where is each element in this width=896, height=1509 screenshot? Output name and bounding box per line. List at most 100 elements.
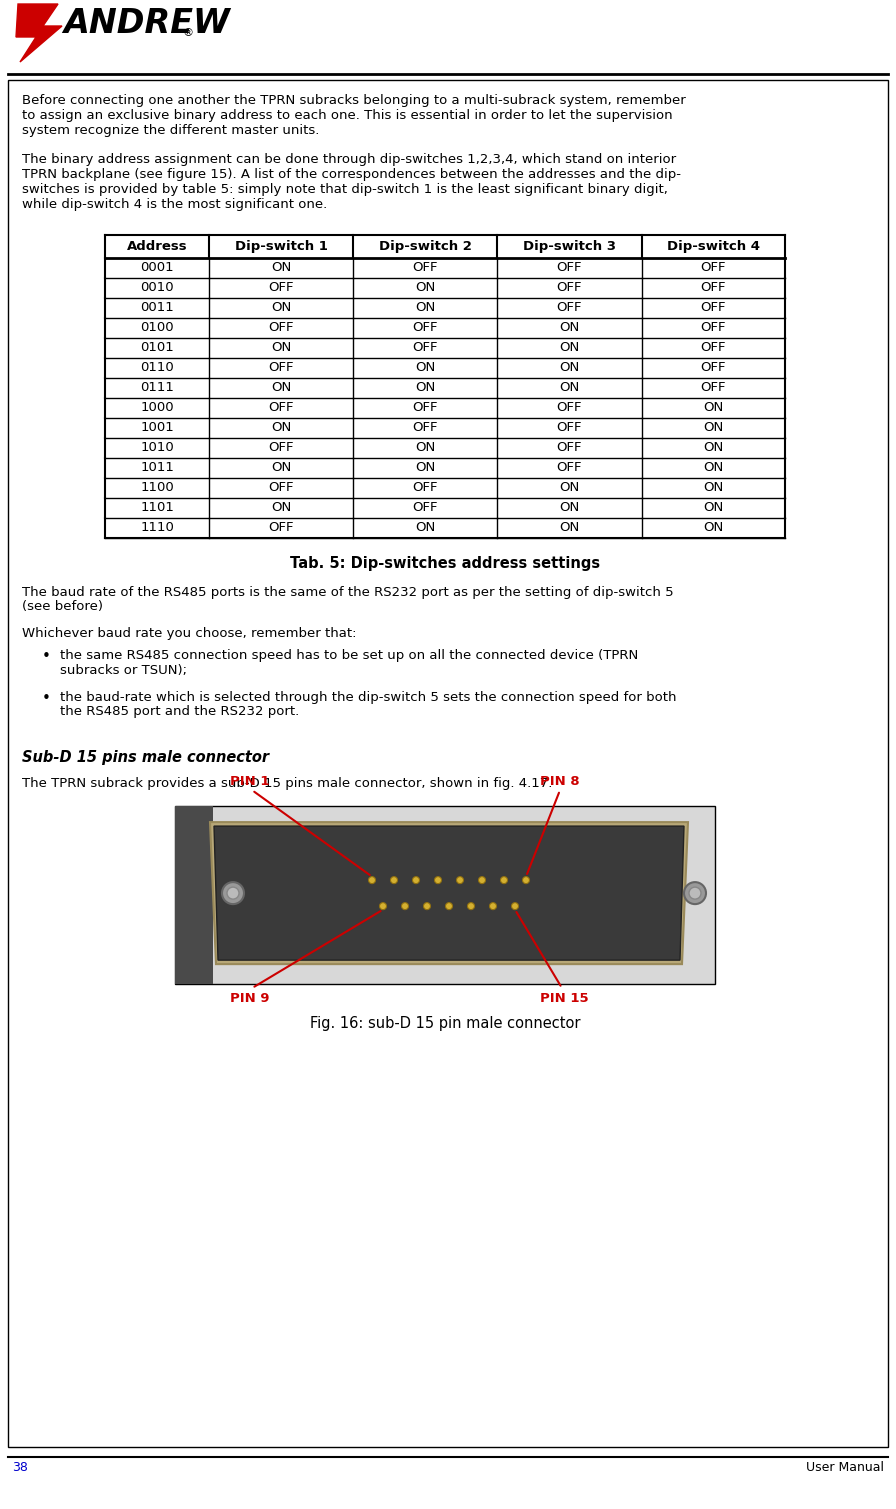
Circle shape bbox=[391, 877, 398, 884]
Text: 0001: 0001 bbox=[140, 261, 174, 275]
Text: ON: ON bbox=[703, 401, 723, 413]
Text: OFF: OFF bbox=[556, 281, 582, 294]
Text: 38: 38 bbox=[12, 1461, 28, 1474]
Circle shape bbox=[489, 902, 496, 910]
Text: Dip-switch 3: Dip-switch 3 bbox=[523, 240, 616, 252]
Circle shape bbox=[435, 877, 442, 884]
Polygon shape bbox=[210, 822, 688, 964]
Circle shape bbox=[368, 877, 375, 884]
Text: OFF: OFF bbox=[269, 281, 294, 294]
Text: 1000: 1000 bbox=[140, 401, 174, 413]
Text: ON: ON bbox=[415, 462, 435, 474]
Circle shape bbox=[468, 902, 475, 910]
Text: OFF: OFF bbox=[701, 281, 726, 294]
Text: ON: ON bbox=[703, 462, 723, 474]
Text: ON: ON bbox=[703, 521, 723, 534]
Circle shape bbox=[445, 902, 452, 910]
Text: ON: ON bbox=[415, 361, 435, 374]
Text: OFF: OFF bbox=[556, 441, 582, 454]
Text: ON: ON bbox=[415, 382, 435, 394]
Text: OFF: OFF bbox=[701, 341, 726, 355]
Text: 0110: 0110 bbox=[140, 361, 174, 374]
Text: OFF: OFF bbox=[269, 521, 294, 534]
Text: Whichever baud rate you choose, remember that:: Whichever baud rate you choose, remember… bbox=[22, 628, 357, 640]
Circle shape bbox=[412, 877, 419, 884]
Text: OFF: OFF bbox=[556, 302, 582, 314]
Text: User Manual: User Manual bbox=[806, 1461, 884, 1474]
Text: 1101: 1101 bbox=[140, 501, 174, 515]
Text: 1011: 1011 bbox=[140, 462, 174, 474]
Text: ON: ON bbox=[559, 361, 580, 374]
Circle shape bbox=[380, 902, 386, 910]
Circle shape bbox=[512, 902, 519, 910]
Text: 0101: 0101 bbox=[140, 341, 174, 355]
Text: ON: ON bbox=[271, 261, 291, 275]
Text: PIN 15: PIN 15 bbox=[540, 991, 589, 1005]
Circle shape bbox=[522, 877, 530, 884]
Text: OFF: OFF bbox=[701, 302, 726, 314]
Polygon shape bbox=[214, 825, 684, 960]
Text: Dip-switch 1: Dip-switch 1 bbox=[235, 240, 328, 252]
Text: subracks or TSUN);: subracks or TSUN); bbox=[60, 664, 187, 678]
Text: OFF: OFF bbox=[701, 261, 726, 275]
Text: switches is provided by table 5: simply note that dip-switch 1 is the least sign: switches is provided by table 5: simply … bbox=[22, 183, 668, 196]
Circle shape bbox=[456, 877, 463, 884]
Text: ON: ON bbox=[559, 341, 580, 355]
Text: ON: ON bbox=[271, 302, 291, 314]
Text: Address: Address bbox=[126, 240, 187, 252]
Text: ON: ON bbox=[271, 341, 291, 355]
Text: Tab. 5: Dip-switches address settings: Tab. 5: Dip-switches address settings bbox=[290, 555, 600, 570]
Text: ON: ON bbox=[271, 462, 291, 474]
Circle shape bbox=[689, 887, 701, 899]
Text: 1100: 1100 bbox=[140, 481, 174, 493]
Text: Dip-switch 2: Dip-switch 2 bbox=[379, 240, 471, 252]
Text: ON: ON bbox=[415, 441, 435, 454]
Text: 1001: 1001 bbox=[140, 421, 174, 435]
Text: ON: ON bbox=[559, 481, 580, 493]
Polygon shape bbox=[16, 5, 62, 62]
Text: OFF: OFF bbox=[556, 401, 582, 413]
Text: PIN 8: PIN 8 bbox=[540, 776, 580, 788]
Text: OFF: OFF bbox=[412, 401, 438, 413]
Text: ®: ® bbox=[182, 29, 193, 38]
Text: ON: ON bbox=[703, 501, 723, 515]
Text: 1010: 1010 bbox=[140, 441, 174, 454]
Circle shape bbox=[222, 883, 244, 904]
Text: OFF: OFF bbox=[269, 441, 294, 454]
Text: OFF: OFF bbox=[412, 421, 438, 435]
Bar bbox=[175, 806, 715, 984]
Text: OFF: OFF bbox=[556, 261, 582, 275]
Text: ON: ON bbox=[703, 421, 723, 435]
Circle shape bbox=[401, 902, 409, 910]
Text: 0011: 0011 bbox=[140, 302, 174, 314]
Text: PIN 1: PIN 1 bbox=[230, 776, 270, 788]
Text: Sub-D 15 pins male connector: Sub-D 15 pins male connector bbox=[22, 750, 269, 765]
Text: ON: ON bbox=[271, 382, 291, 394]
Text: ON: ON bbox=[415, 302, 435, 314]
Text: (see before): (see before) bbox=[22, 601, 103, 613]
Circle shape bbox=[501, 877, 507, 884]
Bar bbox=[175, 806, 213, 984]
Text: OFF: OFF bbox=[701, 382, 726, 394]
Text: ON: ON bbox=[415, 281, 435, 294]
Circle shape bbox=[684, 883, 706, 904]
Text: OFF: OFF bbox=[269, 361, 294, 374]
Text: ON: ON bbox=[271, 421, 291, 435]
Text: Before connecting one another the TPRN subracks belonging to a multi-subrack sys: Before connecting one another the TPRN s… bbox=[22, 94, 685, 107]
Text: 1110: 1110 bbox=[140, 521, 174, 534]
Text: OFF: OFF bbox=[269, 321, 294, 333]
Circle shape bbox=[478, 877, 486, 884]
Text: OFF: OFF bbox=[412, 321, 438, 333]
Circle shape bbox=[227, 887, 239, 899]
Text: •: • bbox=[42, 649, 51, 664]
Text: PIN 9: PIN 9 bbox=[230, 991, 270, 1005]
Text: ON: ON bbox=[703, 481, 723, 493]
Text: ON: ON bbox=[559, 521, 580, 534]
Text: OFF: OFF bbox=[556, 462, 582, 474]
Text: ON: ON bbox=[559, 321, 580, 333]
Text: the baud-rate which is selected through the dip-switch 5 sets the connection spe: the baud-rate which is selected through … bbox=[60, 691, 676, 703]
Text: 0111: 0111 bbox=[140, 382, 174, 394]
Text: 0100: 0100 bbox=[140, 321, 174, 333]
Text: The baud rate of the RS485 ports is the same of the RS232 port as per the settin: The baud rate of the RS485 ports is the … bbox=[22, 585, 674, 599]
Text: OFF: OFF bbox=[701, 361, 726, 374]
